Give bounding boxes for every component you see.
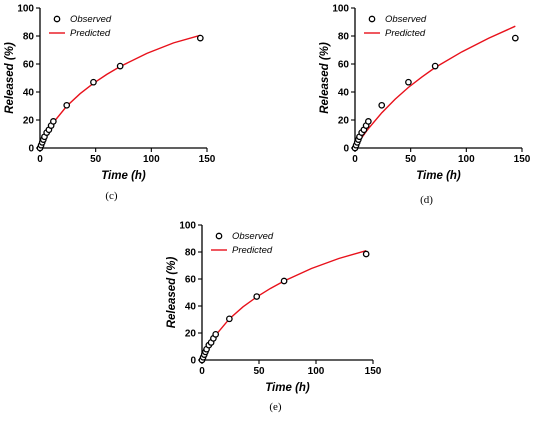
observed-point: [90, 78, 97, 86]
y-axis-title: Released (%): [166, 257, 178, 329]
observed-point: [280, 277, 288, 285]
x-tick-label: 0: [37, 154, 43, 165]
y-tick-label: 80: [185, 248, 197, 259]
y-tick-label: 20: [338, 116, 350, 127]
y-tick-label: 40: [23, 88, 35, 99]
observed-point: [196, 34, 204, 42]
x-tick-label: 50: [253, 366, 265, 377]
y-tick-label: 100: [179, 221, 196, 232]
predicted-line: [201, 249, 367, 361]
y-tick-label: 0: [28, 144, 34, 155]
observed-point: [431, 62, 439, 70]
y-tick-label: 20: [23, 116, 35, 127]
y-tick-label: 60: [338, 60, 350, 71]
x-tick-label: 100: [308, 366, 325, 377]
y-tick-label: 0: [343, 144, 349, 155]
legend-observed-label: Observed: [232, 231, 274, 242]
x-tick-label: 0: [199, 366, 205, 377]
observed-point: [253, 293, 261, 300]
panel-label: (d): [420, 194, 433, 206]
chart-panel-2: 0 20 40 60 80 100 0 50 100 150 Time (h) Released (%…: [166, 221, 382, 414]
x-tick-label: 50: [405, 154, 417, 165]
x-tick-label: 50: [90, 154, 102, 165]
legend-observed-marker: [215, 232, 223, 240]
y-axis-title: Released (%): [4, 42, 16, 114]
y-tick-label: 100: [332, 4, 349, 15]
predicted-line: [39, 34, 201, 149]
panel-label: (e): [269, 401, 282, 413]
chart-panel-0: 0 20 40 60 80 100 0 50 100 150 Time (h) Released (%…: [4, 4, 216, 203]
x-tick-label: 100: [143, 154, 160, 165]
observed-point: [50, 118, 57, 125]
observed-point: [378, 101, 386, 109]
panel-label: (c): [105, 190, 118, 202]
x-axis-title: Time (h): [416, 170, 461, 182]
observed-point: [362, 250, 370, 258]
legend-observed-label: Observed: [70, 14, 112, 25]
x-axis-title: Time (h): [265, 382, 310, 394]
y-tick-label: 40: [185, 302, 197, 313]
y-tick-label: 0: [190, 356, 196, 367]
y-axis-title: Released (%): [319, 42, 331, 114]
observed-point: [365, 118, 372, 125]
y-tick-label: 80: [23, 32, 35, 43]
observed-point: [511, 34, 519, 42]
observed-point: [116, 62, 124, 70]
y-tick-label: 20: [185, 329, 197, 340]
y-tick-label: 80: [338, 32, 350, 43]
x-tick-label: 0: [352, 154, 358, 165]
legend-observed-label: Observed: [385, 14, 427, 25]
observed-point: [226, 315, 233, 323]
y-tick-label: 40: [338, 88, 350, 99]
observed-point: [63, 101, 71, 109]
legend-observed-marker: [53, 15, 61, 23]
y-tick-label: 60: [185, 275, 197, 286]
x-tick-label: 150: [199, 154, 216, 165]
legend-predicted-label: Predicted: [232, 245, 273, 256]
observed-point: [212, 330, 220, 338]
x-tick-label: 100: [458, 154, 475, 165]
y-tick-label: 60: [23, 60, 35, 71]
legend-observed-marker: [368, 15, 376, 23]
y-tick-label: 100: [17, 4, 34, 15]
chart-panel-1: 0 20 40 60 80 100 0 50 100 150 Time (h) Released (%…: [319, 4, 531, 207]
predicted-line: [354, 25, 516, 149]
x-tick-label: 150: [365, 366, 382, 377]
x-axis-title: Time (h): [101, 170, 146, 182]
legend-predicted-label: Predicted: [385, 28, 426, 39]
x-tick-label: 150: [514, 154, 531, 165]
legend-predicted-label: Predicted: [70, 28, 111, 39]
observed-point: [405, 78, 412, 86]
